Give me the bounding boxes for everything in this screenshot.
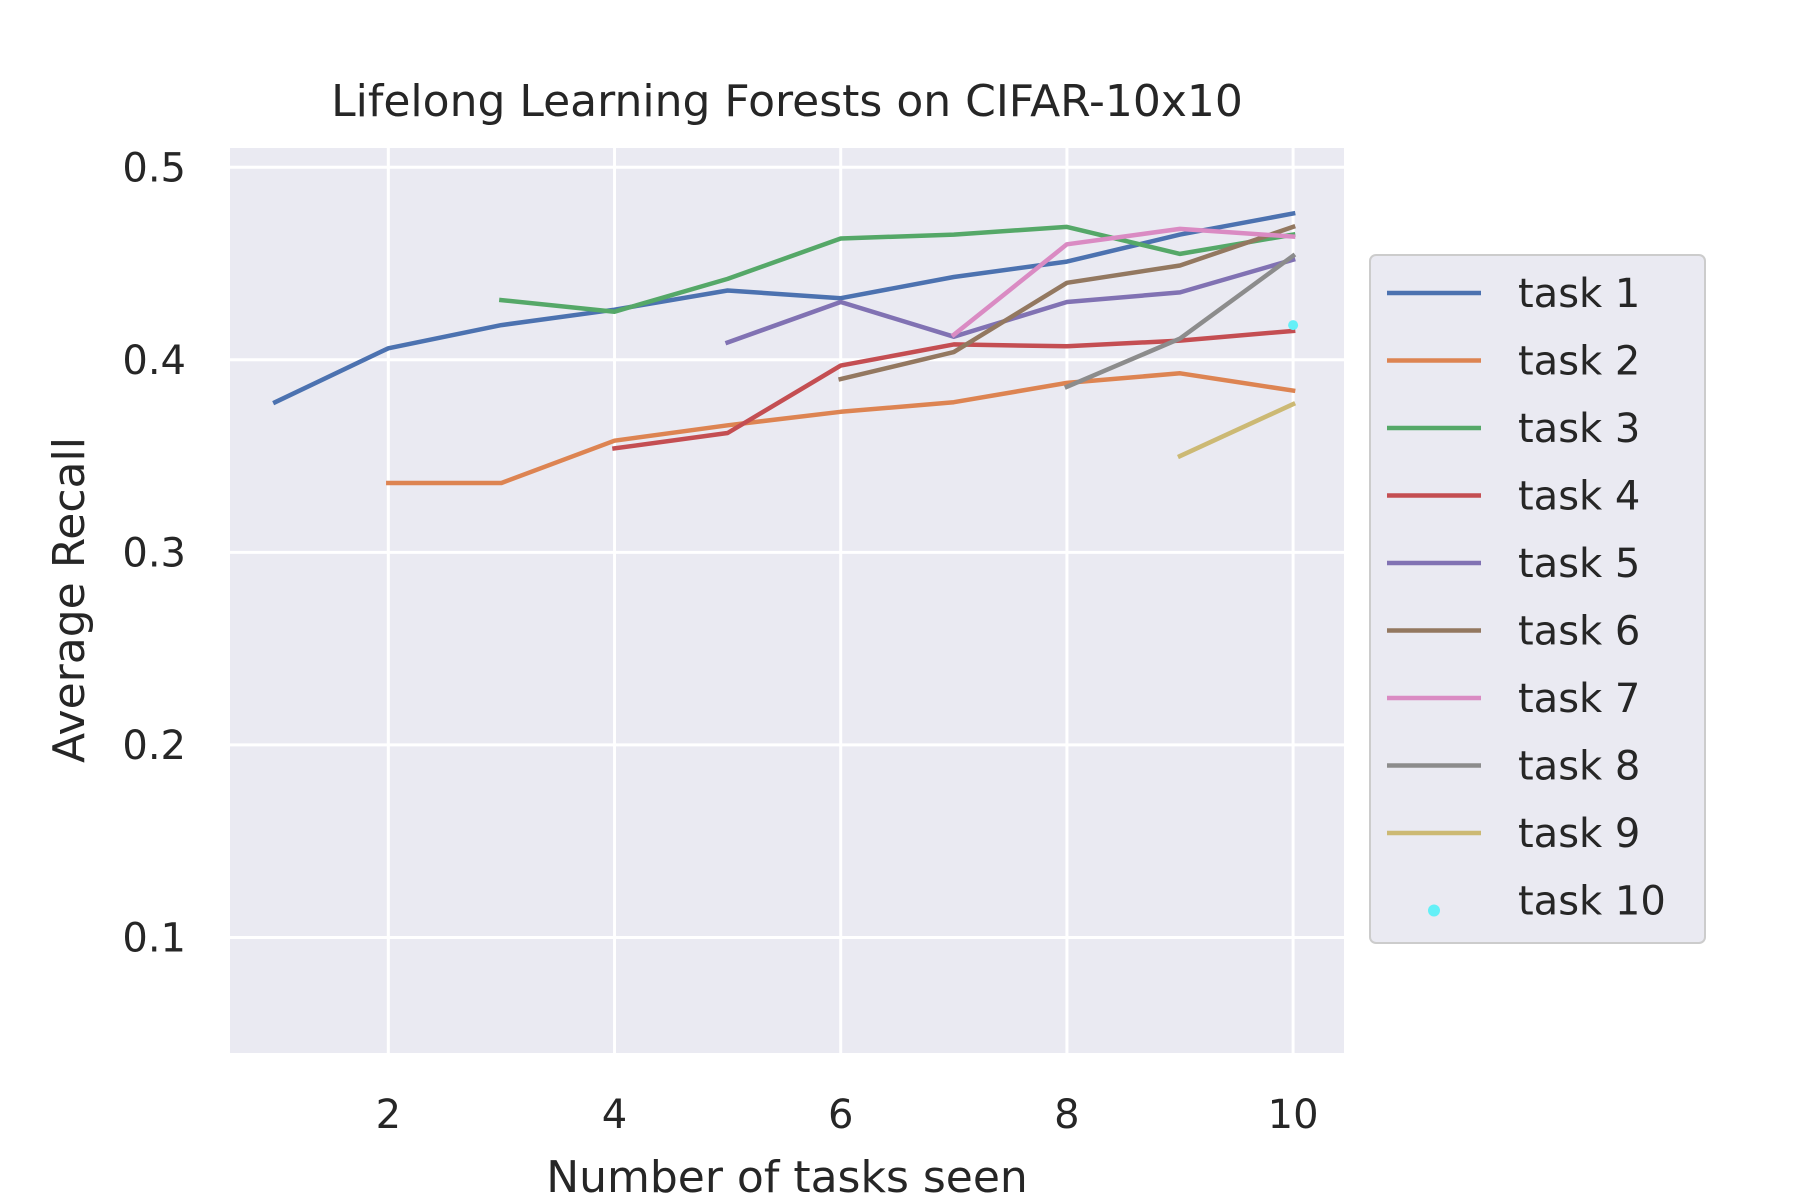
legend-label-task-1: task 1 bbox=[1518, 271, 1640, 317]
y-tick-label: 0.4 bbox=[122, 338, 186, 384]
series-line-task-3 bbox=[498, 224, 1296, 314]
y-tick-label: 0.1 bbox=[122, 915, 186, 961]
x-tick-label: 10 bbox=[1268, 1092, 1319, 1138]
legend-label-task-5: task 5 bbox=[1518, 541, 1640, 587]
legend-label-task-9: task 9 bbox=[1518, 811, 1640, 857]
series-line-task-2 bbox=[386, 371, 1296, 486]
series-line-task-7 bbox=[950, 226, 1296, 338]
x-tick-labels: 2 4 6 8 10 bbox=[376, 1092, 1319, 1138]
legend-label-task-3: task 3 bbox=[1518, 406, 1640, 452]
series-line-task-8 bbox=[1063, 252, 1297, 390]
series-line-task-6 bbox=[837, 224, 1296, 382]
y-tick-label: 0.2 bbox=[122, 723, 186, 769]
plot-area bbox=[230, 148, 1344, 1053]
x-tick-label: 8 bbox=[1054, 1092, 1079, 1138]
y-tick-label: 0.3 bbox=[122, 530, 186, 576]
series-layer bbox=[272, 210, 1299, 486]
chart-title: Lifelong Learning Forests on CIFAR-10x10 bbox=[331, 76, 1243, 127]
legend-label-task-4: task 4 bbox=[1518, 474, 1640, 520]
legend-marker-task-10 bbox=[1428, 904, 1440, 917]
x-tick-label: 6 bbox=[828, 1092, 853, 1138]
x-tick-label: 4 bbox=[602, 1092, 627, 1138]
series-line-task-9 bbox=[1177, 401, 1297, 460]
y-axis-label: Average Recall bbox=[44, 437, 95, 763]
y-tick-labels: 0.1 0.2 0.3 0.4 0.5 bbox=[122, 145, 186, 961]
series-point-task-10 bbox=[1288, 320, 1299, 331]
x-axis-label: Number of tasks seen bbox=[546, 1152, 1028, 1200]
y-tick-label: 0.5 bbox=[122, 145, 186, 191]
series-line-task-1 bbox=[272, 210, 1296, 406]
legend-label-task-8: task 8 bbox=[1518, 744, 1640, 790]
legend-label-task-2: task 2 bbox=[1518, 339, 1640, 385]
legend-items: task 1 task 2 task 3 task 4 task 5 task 6 task… bbox=[1387, 271, 1666, 925]
x-tick-label: 2 bbox=[376, 1092, 401, 1138]
legend-label-task-10: task 10 bbox=[1518, 879, 1666, 925]
legend-label-task-7: task 7 bbox=[1518, 676, 1640, 722]
legend: task 1 task 2 task 3 task 4 task 5 task 6 task… bbox=[1369, 254, 1706, 944]
legend-label-task-6: task 6 bbox=[1518, 609, 1640, 655]
